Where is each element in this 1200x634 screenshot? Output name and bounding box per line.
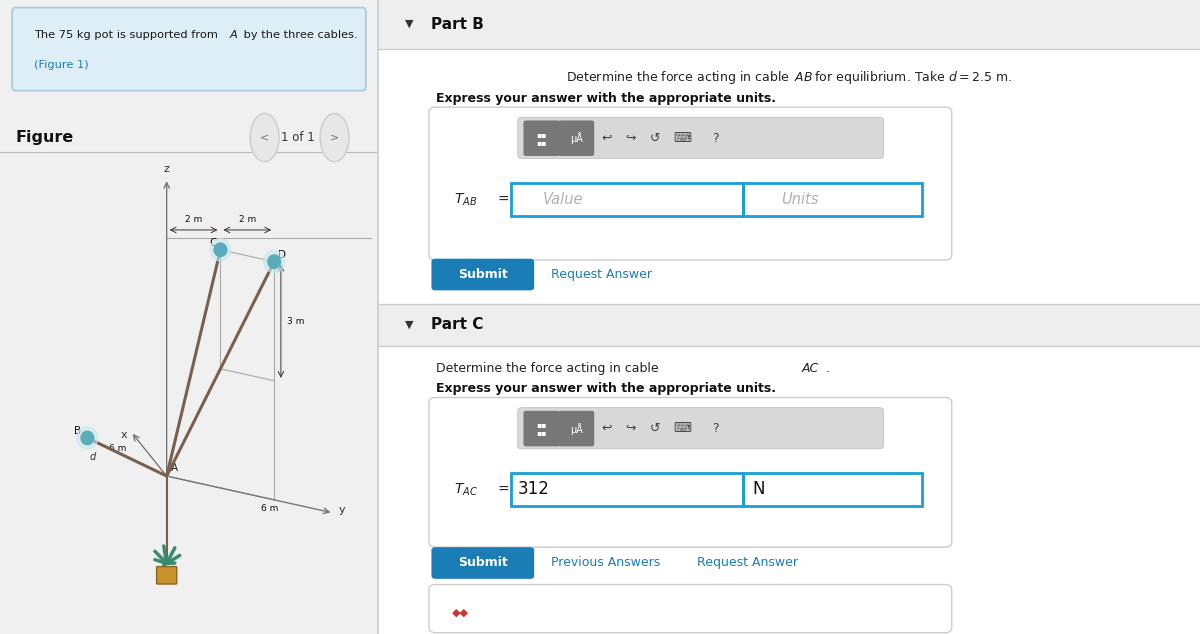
Text: ◆◆: ◆◆ (452, 608, 469, 618)
Text: ↪: ↪ (625, 422, 636, 435)
Text: AC: AC (802, 363, 818, 375)
Text: 3 m: 3 m (287, 317, 305, 326)
Text: Previous Answers: Previous Answers (551, 557, 660, 569)
Text: 6 m: 6 m (262, 504, 278, 513)
FancyBboxPatch shape (378, 0, 1200, 49)
Text: 312: 312 (517, 481, 550, 498)
Text: by the three cables.: by the three cables. (240, 30, 358, 40)
Text: ?: ? (712, 422, 719, 435)
FancyBboxPatch shape (743, 183, 922, 216)
Text: ↩: ↩ (601, 132, 612, 145)
FancyBboxPatch shape (743, 473, 922, 506)
Text: Determine the force acting in cable  $\mathit{AB}$ for equilibrium. Take $d = 2.: Determine the force acting in cable $\ma… (566, 69, 1012, 86)
FancyBboxPatch shape (523, 120, 559, 156)
Circle shape (210, 238, 230, 261)
Text: Request Answer: Request Answer (697, 557, 798, 569)
FancyBboxPatch shape (428, 585, 952, 633)
Text: ▪▪
▪▪: ▪▪ ▪▪ (536, 129, 547, 147)
Text: $T_{AB}$: $T_{AB}$ (455, 191, 478, 208)
Text: ↺: ↺ (649, 422, 660, 435)
Text: μÅ: μÅ (570, 423, 582, 434)
Text: Submit: Submit (458, 268, 508, 281)
Text: ?: ? (712, 132, 719, 145)
Text: ▼: ▼ (404, 19, 414, 29)
FancyBboxPatch shape (511, 473, 743, 506)
Circle shape (264, 250, 284, 273)
Text: Determine the force acting in cable: Determine the force acting in cable (436, 363, 662, 375)
Text: A: A (172, 463, 179, 474)
FancyBboxPatch shape (378, 346, 1200, 634)
Text: 6 m: 6 m (109, 444, 126, 453)
Text: Units: Units (781, 191, 818, 207)
Text: A: A (230, 30, 238, 40)
Circle shape (268, 255, 281, 268)
FancyBboxPatch shape (428, 107, 952, 260)
FancyBboxPatch shape (428, 398, 952, 547)
Text: =: = (497, 193, 509, 207)
Text: (Figure 1): (Figure 1) (34, 60, 89, 70)
Text: 1 of 1: 1 of 1 (281, 131, 314, 144)
FancyBboxPatch shape (378, 304, 1200, 346)
Text: $T_{AC}$: $T_{AC}$ (455, 481, 479, 498)
Circle shape (77, 427, 98, 449)
Text: =: = (497, 482, 509, 496)
FancyBboxPatch shape (511, 183, 743, 216)
Text: Value: Value (542, 191, 583, 207)
FancyBboxPatch shape (12, 8, 366, 91)
Text: ⌨: ⌨ (673, 422, 691, 435)
Text: Express your answer with the appropriate units.: Express your answer with the appropriate… (436, 382, 775, 395)
FancyBboxPatch shape (432, 259, 534, 290)
Circle shape (82, 431, 94, 444)
Text: >: > (330, 133, 340, 143)
Text: ⌨: ⌨ (673, 132, 691, 145)
Text: y: y (338, 505, 346, 515)
Text: x: x (120, 430, 127, 439)
Text: <: < (260, 133, 269, 143)
Text: Part C: Part C (432, 317, 484, 332)
Text: D: D (278, 250, 286, 260)
FancyBboxPatch shape (378, 49, 1200, 304)
Text: d: d (89, 452, 96, 462)
Text: The 75 kg pot is supported from: The 75 kg pot is supported from (34, 30, 222, 40)
FancyBboxPatch shape (523, 411, 559, 446)
Text: .: . (826, 363, 830, 375)
Text: Request Answer: Request Answer (551, 268, 652, 281)
Text: B: B (74, 426, 82, 436)
Text: N: N (752, 481, 764, 498)
FancyBboxPatch shape (517, 408, 883, 449)
Circle shape (320, 113, 349, 162)
Text: Express your answer with the appropriate units.: Express your answer with the appropriate… (436, 92, 775, 105)
Text: C: C (209, 238, 217, 248)
Text: z: z (163, 164, 169, 174)
FancyBboxPatch shape (517, 117, 883, 158)
Text: ↩: ↩ (601, 422, 612, 435)
Text: Figure: Figure (16, 130, 73, 145)
FancyBboxPatch shape (558, 411, 594, 446)
Text: 2 m: 2 m (239, 215, 256, 224)
Text: ▪▪
▪▪: ▪▪ ▪▪ (536, 420, 547, 437)
Text: ↪: ↪ (625, 132, 636, 145)
FancyBboxPatch shape (156, 567, 176, 584)
Circle shape (214, 243, 227, 257)
Text: μÅ: μÅ (570, 133, 582, 144)
FancyBboxPatch shape (432, 547, 534, 579)
Text: ▼: ▼ (404, 320, 414, 330)
Text: Part B: Part B (432, 16, 485, 32)
Text: ↺: ↺ (649, 132, 660, 145)
Circle shape (251, 113, 278, 162)
Text: 2 m: 2 m (185, 215, 202, 224)
Text: Submit: Submit (458, 557, 508, 569)
FancyBboxPatch shape (558, 120, 594, 156)
